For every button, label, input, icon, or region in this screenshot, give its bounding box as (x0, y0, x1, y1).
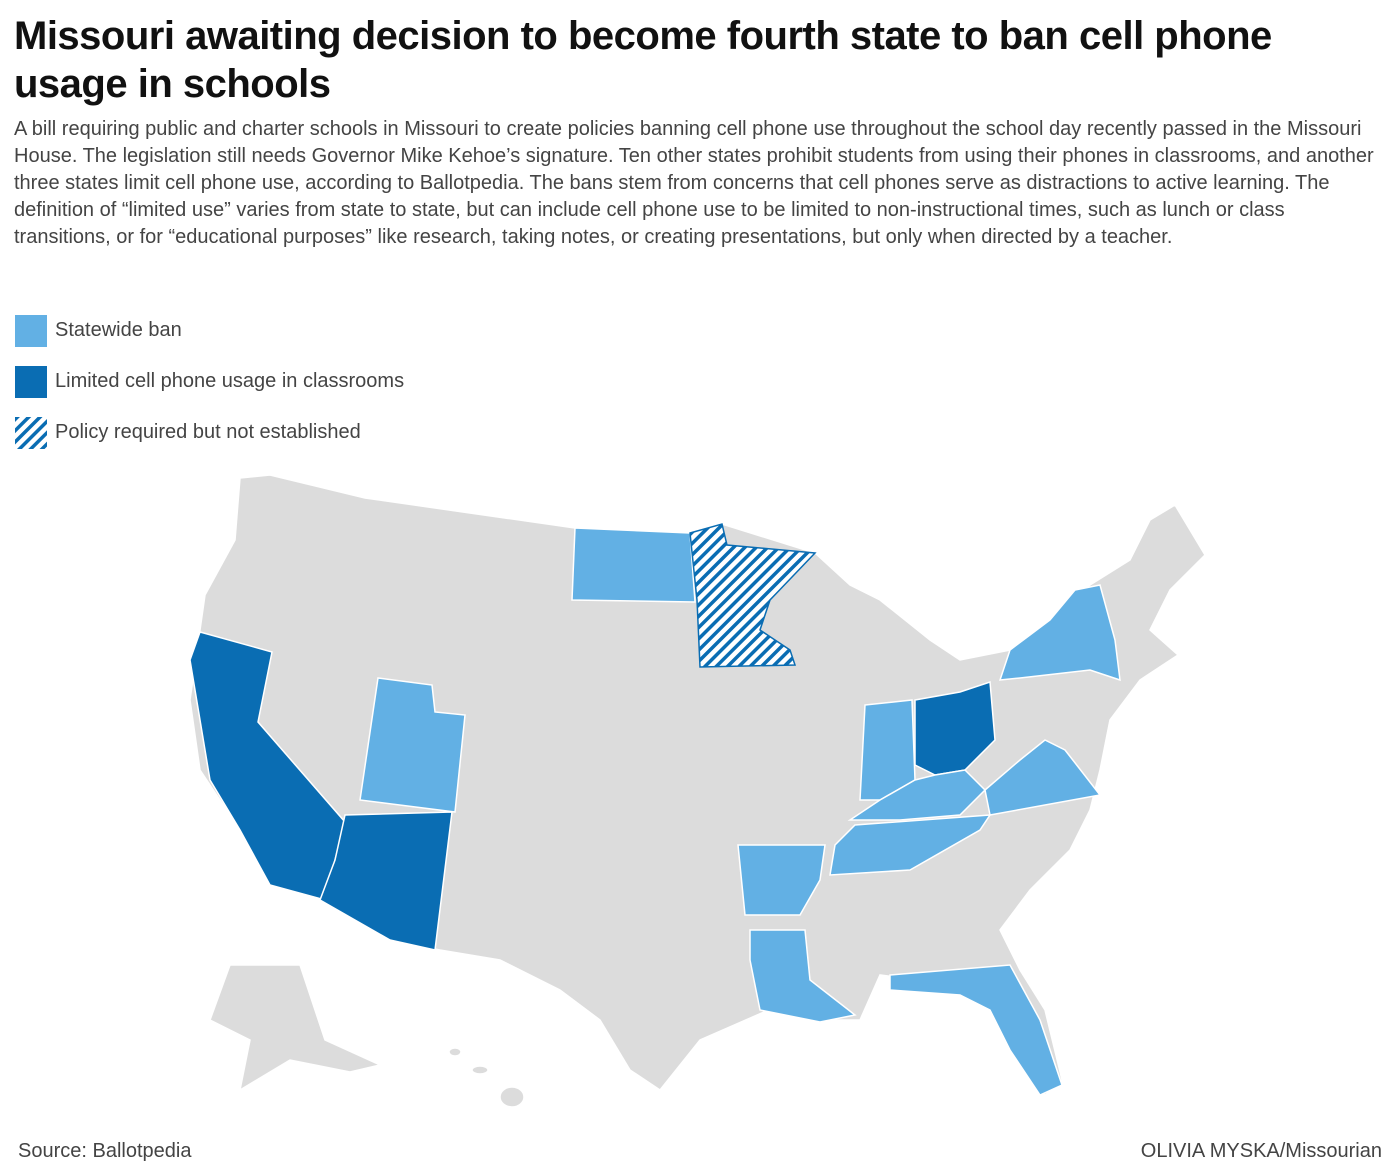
legend-item: Policy required but not established (15, 407, 404, 458)
description: A bill requiring public and charter scho… (14, 118, 1374, 248)
legend-swatch (15, 365, 47, 398)
state-ban (737, 844, 826, 916)
swatch (15, 314, 47, 347)
state-ban (829, 814, 992, 876)
legend-label: Policy required but not established (55, 421, 361, 443)
swatch (15, 416, 47, 449)
legend: Statewide ban Limited cell phone usage in… (15, 305, 404, 458)
legend-swatch (15, 314, 47, 347)
credit: OLIVIA MYSKA/Missourian (1140, 1140, 1382, 1162)
state-ban (847, 769, 987, 821)
us-map (189, 474, 1206, 1108)
state-ban (359, 677, 466, 813)
legend-label: Limited cell phone usage in classrooms (55, 370, 405, 392)
legend-swatch (15, 416, 47, 449)
state-policy-required (689, 523, 817, 668)
hawaii (499, 1086, 525, 1108)
alaska (209, 964, 383, 1092)
state-ban (749, 929, 857, 1023)
title: Missouri awaiting decision to become fou… (14, 14, 1272, 106)
legend-label: Statewide ban (55, 319, 182, 341)
state-limited (914, 680, 996, 776)
swatch (15, 365, 47, 398)
state-limited (189, 631, 346, 901)
state-ban (571, 527, 696, 603)
state-ban (889, 964, 1063, 1096)
hawaii (448, 1047, 462, 1057)
legend-item: Statewide ban (15, 305, 404, 356)
hawaii (471, 1065, 489, 1075)
state-ban (998, 584, 1121, 682)
source: Source: Ballotpedia (18, 1140, 192, 1162)
legend-item: Limited cell phone usage in classrooms (15, 356, 404, 407)
